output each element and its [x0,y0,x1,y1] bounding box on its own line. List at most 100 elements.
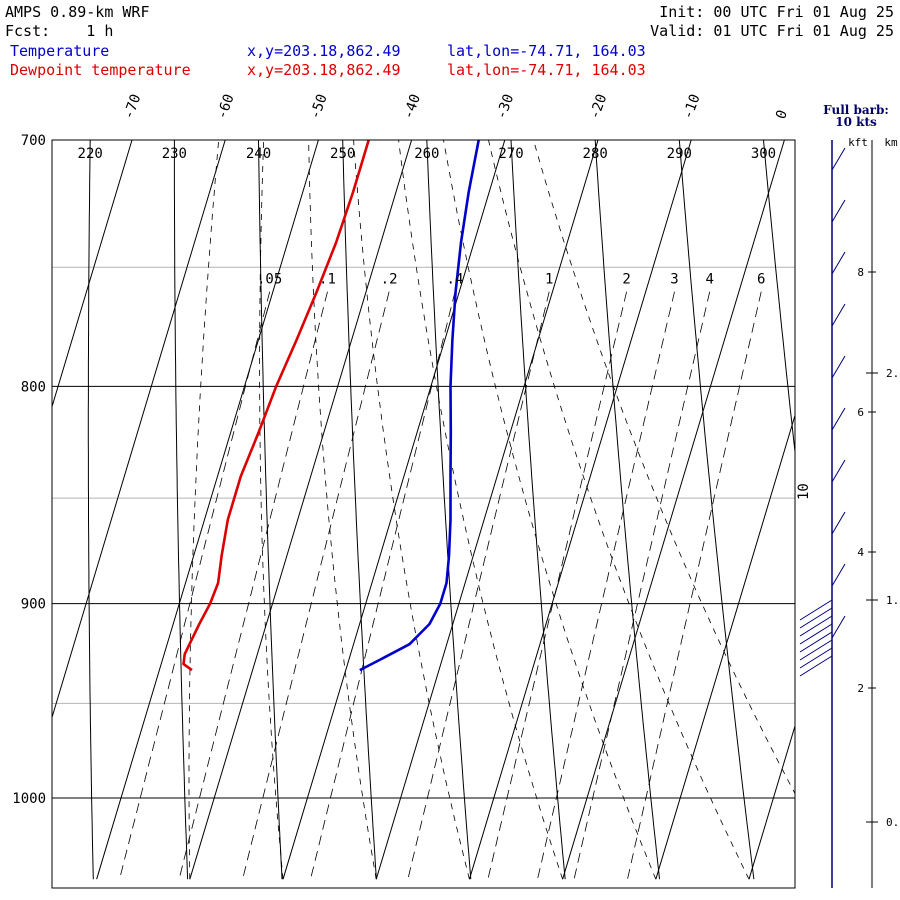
mixing-ratio-line [627,291,762,880]
dewpoint-profile [182,140,370,672]
theta-label: 270 [498,146,523,162]
kft-tick-label: 4 [857,546,864,559]
wind-barb [831,147,846,171]
mixing-ratio-line [487,291,627,880]
mixing-ratio-line [242,291,390,880]
theta-label: 230 [162,146,187,162]
wind-barb [831,511,846,535]
wind-barb [831,459,846,483]
valid-time: Valid: 01 UTC Fri 01 Aug 25 [650,22,894,40]
isotherm [96,140,319,880]
plot-frame [51,139,796,889]
dry-adiabat [258,140,283,880]
mixing-ratio-label: .2 [381,272,398,288]
profile-lines [182,140,480,672]
dry-adiabat [678,140,755,880]
isotherm [282,140,506,880]
isotherm [52,140,133,409]
wind-barb [831,615,846,639]
kft-label: kft [848,136,868,149]
wind-barb [831,563,846,587]
wind-barb-strong [799,623,833,645]
wind-barb-strong [799,647,833,669]
dry-adiabat [763,140,795,457]
moist-adiabat [488,140,750,880]
moist-adiabat [533,140,795,795]
mixing-ratio-label: 1 [545,272,553,288]
theta-label: 250 [330,146,355,162]
wind-barb [831,199,846,223]
mixing-ratio-line [537,291,675,880]
mixing-ratio-label: .4 [447,272,464,288]
wind-barb [831,407,846,431]
mixing-ratio-label: 6 [757,272,765,288]
wind-barb-strong [799,655,833,677]
theta-label: 300 [751,146,776,162]
mixing-ratio-label: 3 [670,272,678,288]
theta-label: 280 [583,146,608,162]
pressure-tick-label: 1000 [12,791,46,807]
pressure-tick-label: 700 [21,133,46,149]
barb-legend-line1: Full barb: [823,103,889,117]
chart-title: AMPS 0.89-km WRF [5,3,150,21]
side-label: 10 [796,483,812,500]
forecast-hour: Fcst: 1 h [5,22,113,40]
wind-barb [831,251,846,275]
theta-label: 240 [246,146,271,162]
fcst-value: 1 h [86,22,114,40]
wind-barbs [799,140,846,888]
fcst-label: Fcst: [5,22,51,40]
dry-adiabat [510,140,566,880]
theta-label: 220 [78,146,103,162]
wind-barb-strong [799,615,833,637]
legend-dewpoint-latlon: lat,lon=-74.71, 164.03 [447,61,646,79]
moist-adiabat [308,140,377,880]
isotherm [842,140,900,879]
wind-barb [831,355,846,379]
isotherm [562,140,785,880]
init-time: Init: 00 UTC Fri 01 Aug 25 [659,3,894,21]
wind-barb-strong [799,639,833,661]
pressure-tick-label: 800 [21,379,46,395]
background-lines [0,140,900,880]
mixing-ratio-label: 2 [622,272,630,288]
temperature-tick-label: -60 [214,92,238,121]
temperature-tick-label: -30 [494,92,518,121]
mixing-ratio-line [119,291,271,880]
wind-barb-strong [799,607,833,629]
pressure-tick-label: 900 [21,597,46,613]
dry-adiabat [342,140,377,880]
kft-tick-label: 8 [857,266,864,279]
dry-adiabat [426,140,472,880]
km-tick-label: 0. [886,816,899,829]
mixing-ratio-label: .1 [319,272,336,288]
isotherm [468,140,692,880]
legend-temperature-name: Temperature [10,42,110,60]
temperature-tick-label: 0 [773,108,791,121]
moist-adiabat [259,140,284,880]
legend-dewpoint-name: Dewpoint temperature [10,61,191,79]
dry-adiabat [0,140,6,879]
legend-temperature-latlon: lat,lon=-74.71, 164.03 [447,42,646,60]
wind-barb-strong [799,631,833,653]
dry-adiabat [594,140,660,880]
isotherm [0,140,39,879]
mixing-ratio-line [573,291,711,880]
temperature-tick-label: -20 [587,92,611,121]
mixing-ratio-label: .05 [257,272,282,288]
theta-label: 260 [414,146,439,162]
temperature-tick-label: -70 [121,92,145,121]
temperature-profile [359,140,480,672]
legend-dewpoint-xy: x,y=203.18,862.49 [247,61,401,79]
kft-tick-label: 6 [857,406,864,419]
km-tick-label: 1. [886,594,899,607]
height-axis: kft km 0. 1. 2. 2 4 6 8 [848,136,899,888]
temperature-tick-label: -40 [400,92,424,121]
wind-barb [831,303,846,327]
dry-adiabat [87,140,94,880]
mixing-ratio-line [407,291,550,880]
isotherm [189,140,413,880]
mixing-ratio-line [178,291,328,880]
moist-adiabat [398,140,563,880]
